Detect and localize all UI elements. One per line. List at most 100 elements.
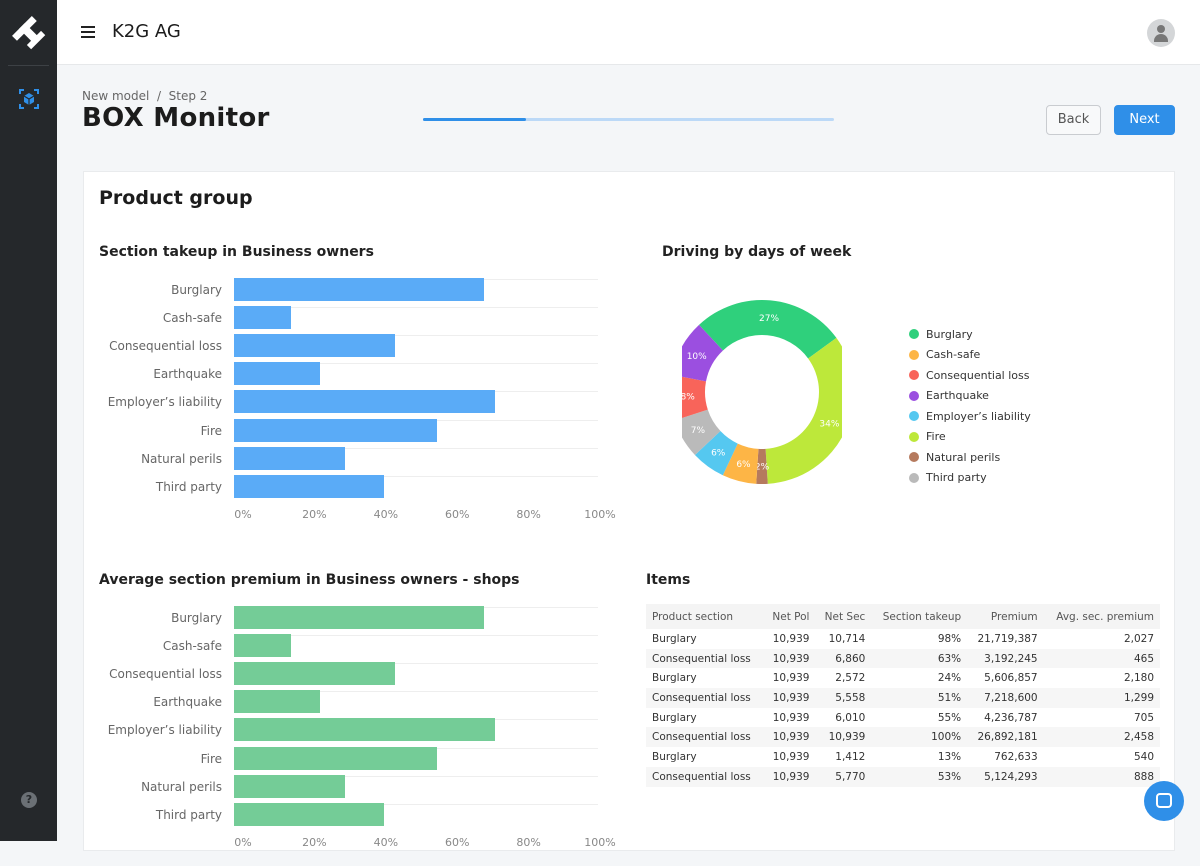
legend-item[interactable]: Fire [909,427,1031,448]
column-header: Avg. sec. premium [1043,604,1160,629]
legend-label: Fire [926,430,946,444]
column-header: Net Sec [815,604,872,629]
table-cell: 10,939 [815,727,872,748]
sidebar-item-box-icon[interactable] [18,88,40,110]
table-cell: 888 [1043,766,1160,787]
slice-label: 10% [687,352,707,362]
items-title: Items [646,572,691,588]
column-header: Net Pol [763,604,816,629]
step-progress-bar [423,118,834,121]
table-cell: 100% [871,727,968,748]
category-label: Fire [200,751,222,766]
legend-label: Employer’s liability [926,409,1031,423]
gridline [234,307,598,309]
category-label: Cash-safe [162,639,222,654]
donut-title: Driving by days of week [662,244,852,260]
table-row: Consequential loss 10,939 6,860 63% 3,192,24… [646,648,1160,669]
donut-legend: Burglary Cash-safe Consequential loss Earth… [909,324,1031,488]
bar [234,362,320,386]
legend-item[interactable]: Earthquake [909,386,1031,407]
table-cell: 98% [937,632,962,645]
legend-swatch [909,452,919,463]
gridline [234,691,598,693]
sidebar-divider [8,65,49,66]
gridline [234,635,598,637]
bar [234,334,395,358]
breadcrumb: New model / Step 2 [82,89,208,103]
legend-item[interactable]: Cash-safe [909,345,1031,366]
table-cell: 10,939 [763,688,816,708]
top-bar: K2G AG [57,0,1200,65]
card-title: Product group [99,187,253,209]
legend-item[interactable]: Natural perils [909,447,1031,468]
section-takeup-chart: Burglary Cash-safe Consequential loss Earth… [84,278,616,538]
legend-item[interactable]: Burglary [909,324,1031,345]
category-label: Third party [155,807,222,822]
table-cell: Consequential loss [646,727,764,748]
category-label: Employer’s liability [107,723,222,738]
table-cell: 5,606,857 [984,672,1038,685]
legend-label: Burglary [926,327,973,341]
table-cell: Consequential loss [646,648,764,669]
hamburger-menu-icon[interactable] [81,26,95,41]
slice-label: 2% [755,463,770,473]
table-cell: 10,939 [763,727,816,748]
legend-item[interactable]: Third party [909,468,1031,489]
slice-label: 6% [711,448,726,458]
bar [234,802,384,826]
table-cell: 24% [937,672,962,685]
x-tick-label: 40% [373,508,399,521]
table-cell: 5,558 [815,688,872,708]
table-cell: Burglary [652,750,697,763]
category-label: Natural perils [141,451,222,466]
category-label: Third party [155,479,222,494]
legend-swatch [909,370,919,381]
product-group-card: Product group Section takeup in Business… [83,171,1175,851]
legend-item[interactable]: Employer’s liability [909,406,1031,427]
user-avatar[interactable] [1147,19,1175,47]
table-cell: 1,299 [1043,688,1160,708]
x-tick-label: 80% [516,836,541,849]
next-button[interactable]: Next [1114,105,1175,135]
legend-swatch [909,349,919,360]
category-label: Consequential loss [109,339,222,354]
table-cell: 465 [1043,648,1160,669]
table-cell: 10,939 [772,711,810,724]
gridline [234,775,598,777]
table-cell: 10,939 [772,750,810,763]
back-button[interactable]: Back [1046,105,1101,135]
x-tick-label: 0% [234,836,252,849]
legend-label: Third party [926,471,987,485]
legend-swatch [909,431,919,442]
category-label: Consequential loss [109,667,222,682]
legend-item[interactable]: Consequential loss [909,365,1031,386]
table-cell: 51% [871,688,968,708]
gridline [234,803,598,805]
help-icon[interactable]: ? [21,792,37,808]
table-cell: 3,192,245 [967,648,1044,669]
legend-swatch [909,411,919,422]
bar [234,718,495,742]
donut-slice [682,324,723,382]
x-tick-label: 100% [584,508,616,521]
category-label: Natural perils [141,779,222,794]
category-label: Fire [200,423,222,438]
bar [234,390,495,414]
table-row: Burglary 10,939 6,010 55% 4,236,787 705 [646,708,1160,728]
bar [234,634,292,658]
table-cell: Consequential loss [646,688,764,708]
x-tick-label: 80% [516,508,541,521]
chat-button[interactable] [1144,781,1184,821]
legend-swatch [909,390,919,401]
table-cell: 7,218,600 [967,688,1044,708]
table-cell: 2,572 [835,672,866,685]
x-tick-label: 60% [444,508,470,521]
bar [234,662,395,686]
gridline [234,335,598,337]
progress-fill [423,118,526,121]
x-tick-label: 40% [373,836,399,849]
items-table: Product section Net Pol Net Sec Section tak… [646,604,1160,787]
logo-icon[interactable] [10,14,48,52]
bar [234,690,320,714]
table-cell: 6,010 [835,711,866,724]
